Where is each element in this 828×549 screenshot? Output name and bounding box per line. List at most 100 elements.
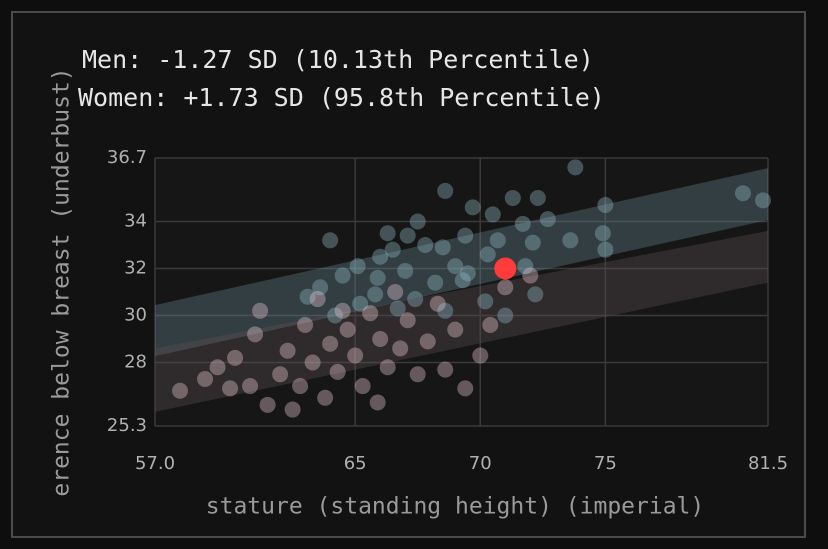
data-point <box>369 269 386 286</box>
data-point <box>437 182 454 199</box>
data-point <box>409 366 426 383</box>
data-point <box>527 286 544 303</box>
data-point <box>447 321 464 338</box>
data-point <box>409 213 426 230</box>
y-tick-label: 34 <box>124 210 147 231</box>
data-point <box>407 291 424 308</box>
data-point <box>379 225 396 242</box>
data-point <box>317 389 334 406</box>
data-point <box>597 197 614 214</box>
confidence-band <box>155 168 768 357</box>
data-point <box>312 279 329 296</box>
data-point <box>459 265 476 282</box>
data-point <box>329 363 346 380</box>
data-point <box>379 359 396 376</box>
data-point <box>347 347 364 364</box>
data-point <box>482 316 499 333</box>
data-point <box>472 347 489 364</box>
data-point <box>734 185 751 202</box>
data-point <box>464 199 481 216</box>
data-point <box>322 335 339 352</box>
data-point <box>489 232 506 249</box>
data-point <box>457 227 474 244</box>
data-point <box>259 396 276 413</box>
data-point <box>292 378 309 395</box>
data-point <box>477 293 494 310</box>
x-tick-label: 70 <box>469 453 492 474</box>
data-point <box>419 333 436 350</box>
data-point <box>594 225 611 242</box>
data-point <box>497 279 514 296</box>
data-point <box>504 189 521 206</box>
x-tick-label: 81.5 <box>748 453 788 474</box>
data-point <box>242 378 259 395</box>
data-point <box>299 288 316 305</box>
data-point <box>454 272 471 289</box>
data-point <box>567 159 584 176</box>
y-tick-label: 30 <box>124 305 147 326</box>
data-point <box>284 401 301 418</box>
data-point <box>327 307 344 324</box>
data-point <box>247 326 264 343</box>
data-point <box>434 239 451 256</box>
data-point <box>252 302 269 319</box>
data-point <box>529 189 546 206</box>
data-point <box>427 274 444 291</box>
data-point <box>339 321 356 338</box>
data-point <box>447 258 464 275</box>
data-point <box>437 361 454 378</box>
data-point <box>479 246 496 263</box>
confidence-band <box>155 230 768 412</box>
data-point <box>539 211 556 228</box>
data-point <box>524 234 541 251</box>
data-point <box>354 378 371 395</box>
x-tick-label: 75 <box>594 453 617 474</box>
data-point <box>222 380 239 397</box>
data-point <box>457 380 474 397</box>
data-point <box>397 262 414 279</box>
data-point <box>417 236 434 253</box>
data-point <box>497 307 514 324</box>
data-point <box>297 316 314 333</box>
data-point <box>484 206 501 223</box>
data-point <box>349 258 366 275</box>
data-point <box>172 382 189 399</box>
data-point <box>272 366 289 383</box>
data-point <box>437 302 454 319</box>
data-point <box>304 354 321 371</box>
data-point <box>279 342 296 359</box>
data-point <box>369 394 386 411</box>
data-point <box>334 267 351 284</box>
y-axis-label: erence below breast (underbust) <box>49 67 75 496</box>
data-point <box>322 232 339 249</box>
data-point <box>334 302 351 319</box>
data-point <box>754 192 771 209</box>
y-tick-label: 28 <box>124 352 147 373</box>
data-point <box>372 331 389 348</box>
data-point <box>392 340 409 357</box>
data-point <box>352 295 369 312</box>
data-point <box>399 312 416 329</box>
title-line: Women: +1.73 SD (95.8th Percentile) <box>78 83 605 112</box>
data-point <box>362 305 379 322</box>
data-point <box>387 284 404 300</box>
highlight-point <box>494 257 517 280</box>
data-point <box>367 286 384 303</box>
title-line: Men: -1.27 SD (10.13th Percentile) <box>82 45 594 74</box>
y-tick-label: 32 <box>124 257 147 278</box>
data-point <box>514 215 531 232</box>
data-point <box>227 349 244 366</box>
data-point <box>522 267 539 284</box>
data-point <box>399 227 416 244</box>
y-tick-label: 25.3 <box>107 415 147 436</box>
data-point <box>384 241 401 258</box>
data-point <box>517 258 534 275</box>
data-point <box>197 370 214 387</box>
data-point <box>562 232 579 249</box>
y-tick-label: 36.7 <box>107 147 147 168</box>
data-point <box>597 241 614 258</box>
data-point <box>372 248 389 265</box>
data-point <box>429 295 446 312</box>
data-point <box>389 300 406 317</box>
